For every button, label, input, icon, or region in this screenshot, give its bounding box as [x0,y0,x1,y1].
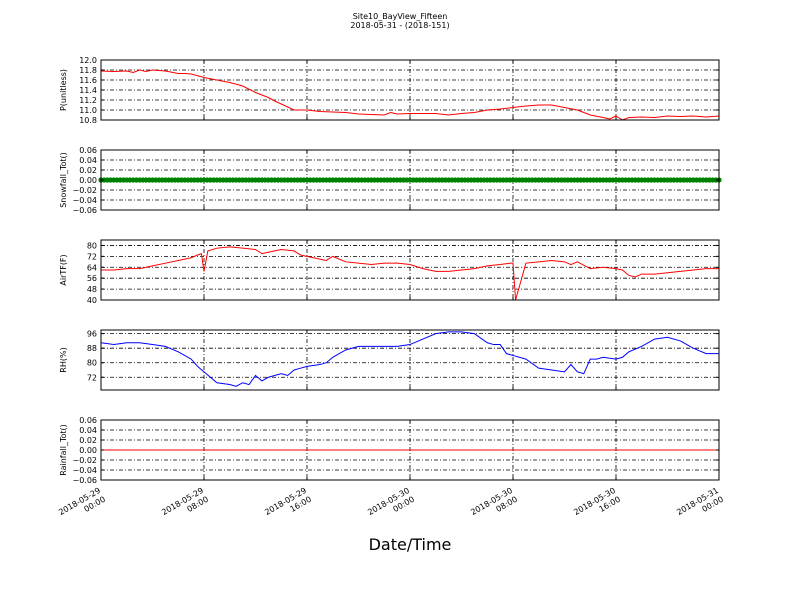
y-tick-label: 10.8 [79,116,97,125]
y-tick-label: 40 [87,296,97,305]
y-tick-label: 64 [87,263,97,272]
y-axis-label: RH(%) [59,347,68,372]
y-tick-label: 0.06 [79,146,97,155]
y-tick-label: 88 [87,344,97,353]
series-line [100,331,719,387]
y-tick-label: 11.6 [79,76,97,85]
series-markers [98,177,722,183]
y-tick-label: −0.02 [72,456,97,465]
y-tick-label: 0.00 [79,176,97,185]
panel-2: −0.06−0.04−0.020.000.020.040.06 Snowfall_… [59,146,722,215]
y-axis-label: AirTF(F) [59,254,68,285]
panel-3: 40 48 56 64 72 80 AirTF(F) [59,239,720,305]
y-tick-label: 12.0 [79,56,97,65]
figure-subtitle: 2018-05-31 - (2018-151) [350,21,449,30]
y-tick-label: 0.06 [79,416,97,425]
y-tick-label: 56 [87,274,97,283]
panel-4: 72 80 88 96 RH(%) [59,329,720,391]
y-tick-label: 0.04 [79,426,97,435]
y-tick-label: 48 [87,285,97,294]
y-tick-label: −0.02 [72,186,97,195]
y-tick-label: 72 [87,373,97,382]
panel-1: 10.811.011.211.411.611.812.0 P(unitless) [59,56,720,125]
panels-group: 10.811.011.211.411.611.812.0 P(unitless) −… [59,56,722,485]
y-axis-label: Snowfall_Tot() [59,152,68,208]
y-tick-label: 11.2 [79,96,97,105]
y-tick-label: 11.0 [79,106,97,115]
y-tick-label: 11.4 [79,86,97,95]
figure-title: Site10_BayView_Fifteen [353,12,448,21]
y-tick-label: −0.06 [72,476,97,485]
y-tick-label: 80 [87,359,97,368]
panel-5: −0.06−0.04−0.020.000.020.040.06 Rainfall_… [59,416,720,485]
y-tick-label: 0.02 [79,436,97,445]
x-axis-label: Date/Time [369,535,452,554]
series-line [100,69,720,121]
y-tick-label: −0.04 [72,196,97,205]
y-axis-label: P(unitless) [59,69,68,111]
y-tick-label: 0.02 [79,166,97,175]
y-axis-label: Rainfall_Tot() [59,424,68,476]
y-tick-label: 11.8 [79,66,97,75]
y-tick-label: −0.06 [72,206,97,215]
y-tick-label: 96 [87,330,97,339]
y-tick-label: −0.04 [72,466,97,475]
y-tick-label: 72 [87,252,97,261]
y-tick-label: 0.00 [79,446,97,455]
y-tick-label: 0.04 [79,156,97,165]
y-tick-label: 80 [87,241,97,250]
series-line [101,246,719,301]
